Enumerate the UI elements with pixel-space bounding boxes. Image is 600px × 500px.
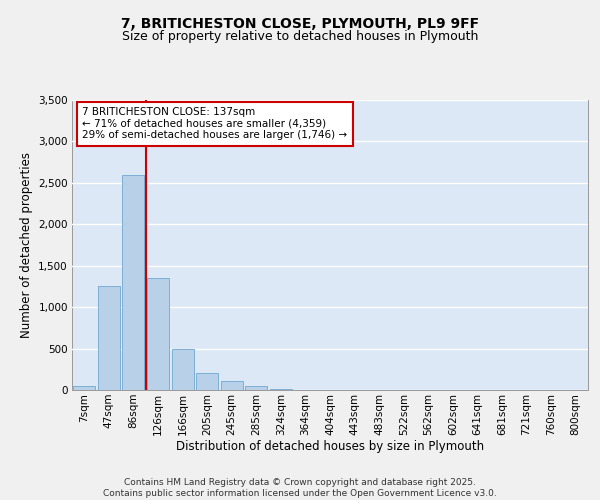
- Bar: [122, 174, 145, 390]
- Bar: [147, 278, 169, 390]
- Bar: [270, 389, 292, 390]
- Bar: [245, 386, 268, 390]
- Text: Contains HM Land Registry data © Crown copyright and database right 2025.
Contai: Contains HM Land Registry data © Crown c…: [103, 478, 497, 498]
- Bar: [73, 386, 95, 390]
- Text: 7 BRITICHESTON CLOSE: 137sqm
← 71% of detached houses are smaller (4,359)
29% of: 7 BRITICHESTON CLOSE: 137sqm ← 71% of de…: [82, 108, 347, 140]
- Y-axis label: Number of detached properties: Number of detached properties: [20, 152, 32, 338]
- Bar: [221, 381, 243, 390]
- Text: Size of property relative to detached houses in Plymouth: Size of property relative to detached ho…: [122, 30, 478, 43]
- Bar: [98, 286, 120, 390]
- Bar: [196, 372, 218, 390]
- X-axis label: Distribution of detached houses by size in Plymouth: Distribution of detached houses by size …: [176, 440, 484, 454]
- Text: 7, BRITICHESTON CLOSE, PLYMOUTH, PL9 9FF: 7, BRITICHESTON CLOSE, PLYMOUTH, PL9 9FF: [121, 18, 479, 32]
- Bar: [172, 348, 194, 390]
